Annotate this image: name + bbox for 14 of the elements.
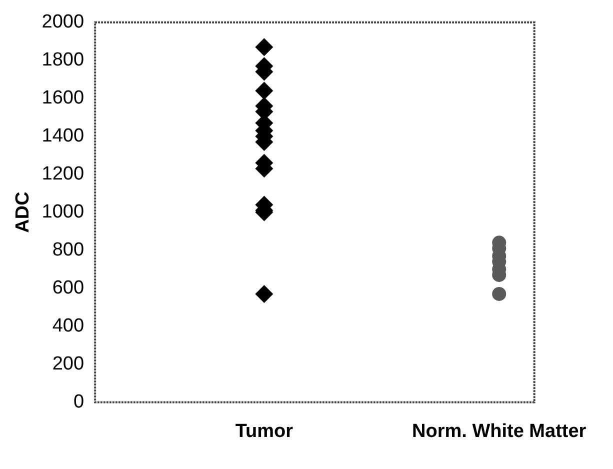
y-tick-label: 1600	[42, 88, 84, 109]
y-tick-label: 1400	[42, 126, 84, 147]
y-tick-label: 2000	[42, 12, 84, 33]
y-tick-label: 800	[52, 240, 84, 261]
y-tick-label: 1000	[42, 202, 84, 223]
y-tick-label: 1800	[42, 50, 84, 71]
y-tick-label: 0	[73, 391, 84, 412]
y-axis-title: ADC	[12, 191, 34, 233]
y-tick-label: 400	[52, 315, 84, 336]
x-tick-label: Norm. White Matter	[412, 420, 587, 442]
y-tick-label: 1200	[42, 164, 84, 185]
y-tick-label: 200	[52, 353, 84, 374]
x-tick-label: Tumor	[235, 420, 294, 442]
y-tick-label: 600	[52, 277, 84, 298]
